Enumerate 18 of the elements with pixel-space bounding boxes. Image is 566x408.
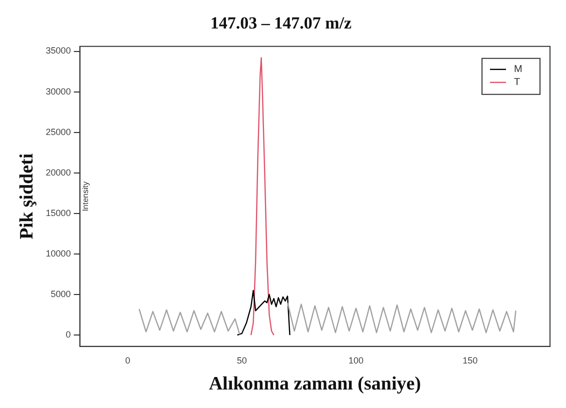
chart-title: 147.03 – 147.07 m/z [210,14,352,33]
x-axis-title: Alıkonma zamanı (saniye) [208,374,422,395]
x-tick-label: 50 [236,355,247,366]
y-tick-label: 20000 [46,167,71,178]
y-tick-label: 25000 [46,126,71,137]
y-tick-label: 35000 [46,46,71,56]
y-tick-label: 30000 [46,86,71,96]
annotation: Intensity [80,182,90,212]
x-tick-label: 100 [348,355,364,366]
x-tick-label: 150 [462,355,478,366]
y-axis-title: Pik şiddeti [16,153,38,240]
y-tick-label: 5000 [50,288,71,299]
legend-label: M [514,64,522,76]
x-tick-label: 0 [125,355,130,366]
legend-label: T [514,77,520,88]
y-tick-label: 0 [66,330,71,340]
y-tick-label: 10000 [46,248,71,258]
y-tick-label: 15000 [46,208,71,218]
